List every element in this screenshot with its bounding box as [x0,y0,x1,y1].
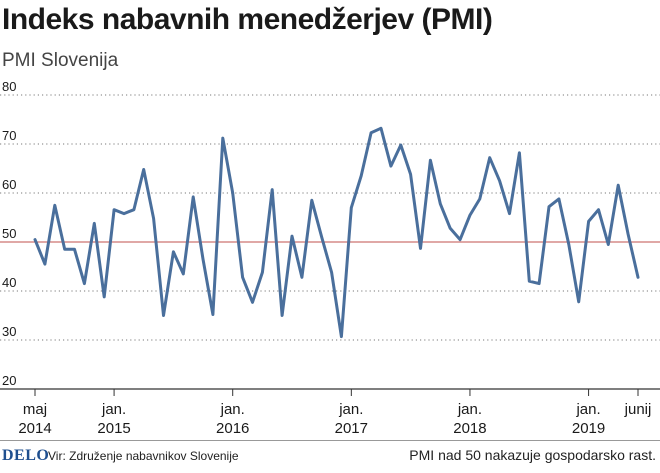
x-tick-label: jan. [338,401,363,418]
pmi-line-chart: 20 30 40 50 60 70 80 maj 2014 jan. 2015 jan. 2016 jan… [0,79,660,437]
y-tick-label: 20 [2,373,16,388]
x-tick-label: maj [23,401,47,418]
x-tick-label: jan. [575,401,600,418]
y-tick-label: 30 [2,324,16,339]
x-tick-label-year: 2018 [453,420,486,437]
y-tick-label: 50 [2,226,16,241]
y-tick-label: 40 [2,275,16,290]
threshold-note: PMI nad 50 nakazuje gospodarsko rast. [409,447,656,463]
chart-title: Indeks nabavnih menedžerjev (PMI) [2,3,493,36]
x-tick-label-year: 2015 [97,420,130,437]
footer-divider [0,440,660,441]
series-line-0 [33,126,640,339]
x-tick-label: junij [624,401,652,418]
x-tick-label: jan. [457,401,482,418]
x-tick-label: jan. [220,401,245,418]
x-tick-label-year: 2017 [335,420,368,437]
chart-subtitle: PMI Slovenija [2,50,119,71]
y-tick-label: 60 [2,177,16,192]
y-tick-label: 80 [2,79,16,94]
y-tick-label: 70 [2,128,16,143]
x-tick-label-year: 2014 [18,420,51,437]
source-note: Vir: Združenje nabavnikov Slovenije [48,449,239,463]
delo-logo: DELO [2,447,50,464]
x-tick-label: jan. [101,401,126,418]
x-tick-label-year: 2016 [216,420,249,437]
x-tick-label-year: 2019 [572,420,605,437]
